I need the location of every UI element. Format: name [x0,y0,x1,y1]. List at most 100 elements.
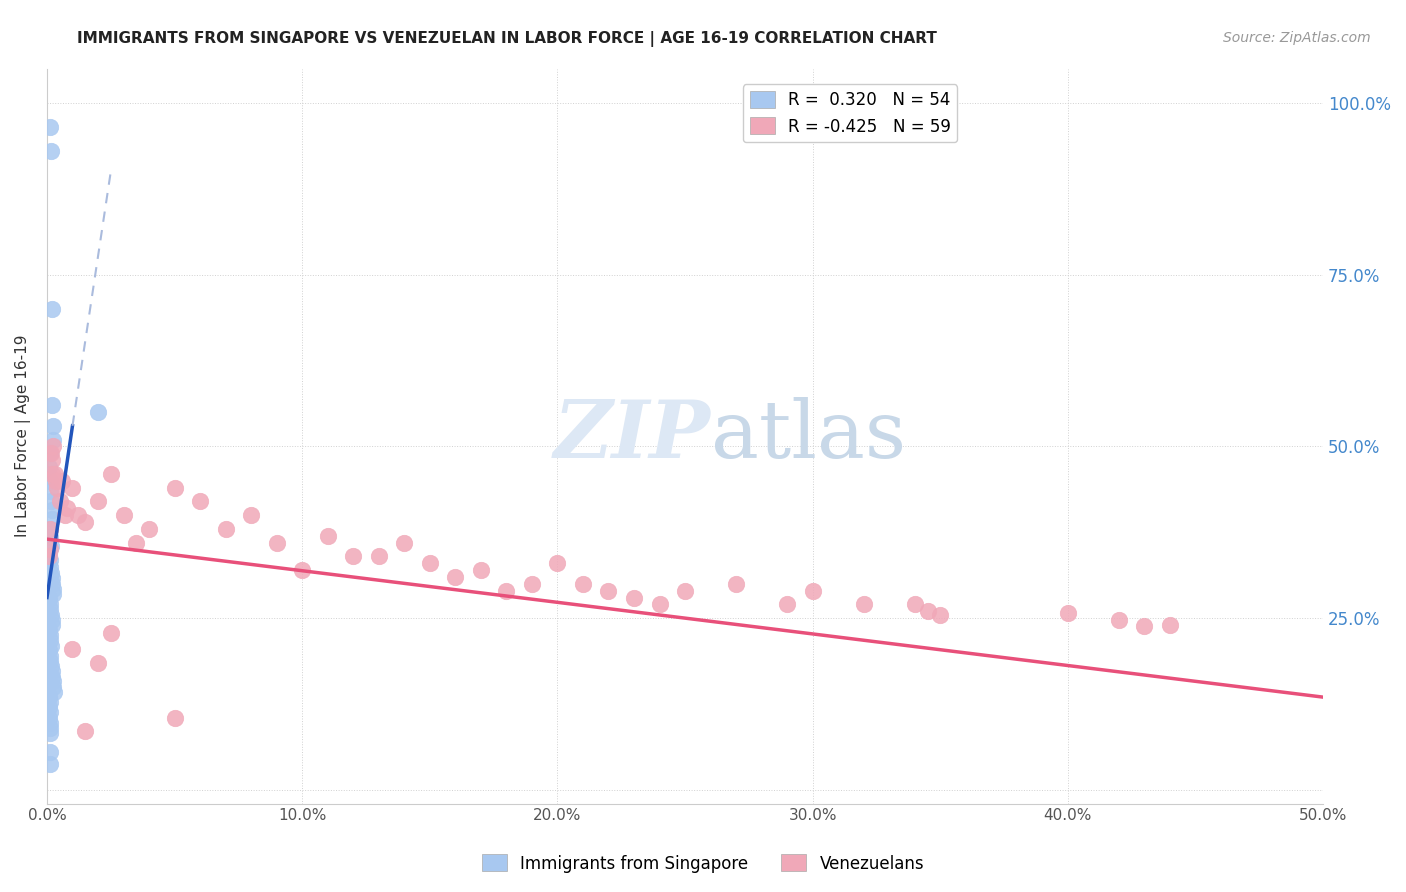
Point [39,659,62,673]
Point [41,613,63,627]
Text: atlas: atlas [710,397,905,475]
Point [39,144,62,158]
Point [240,508,263,522]
Point [38,648,60,663]
Point [41,674,63,689]
Point [42,587,65,601]
Point [495,583,517,598]
Point [46,481,69,495]
Point [520,576,543,591]
Point [42,439,65,453]
Point [62,642,84,657]
Point [470,563,492,577]
Point [51,474,73,488]
Point [598,583,620,598]
Point [42,680,65,694]
Point [38,643,60,657]
Point [1159,618,1181,632]
Point [673,583,696,598]
Point [41,418,63,433]
Point [38,598,60,612]
Point [623,591,645,605]
Point [41,576,63,591]
Point [87,494,110,508]
Point [100,626,122,640]
Point [53,508,76,522]
Point [39,566,62,581]
Point [62,481,84,495]
Point [39,494,62,508]
Point [38,474,60,488]
Point [1108,613,1130,627]
Point [48,494,70,508]
Point [41,467,63,481]
Point [39,446,62,460]
Point [39,607,62,622]
Point [41,669,63,683]
Y-axis label: In Labor Force | Age 16-19: In Labor Force | Age 16-19 [15,334,31,537]
Point [41,618,63,632]
Point [214,522,236,536]
Point [41,453,63,467]
Point [1133,619,1156,633]
Point [188,494,211,508]
Point [39,483,62,498]
Point [38,745,60,759]
Point [38,546,60,560]
Point [112,508,135,522]
Point [39,542,62,557]
Point [39,559,62,574]
Point [41,502,63,516]
Point [367,549,389,564]
Point [41,664,63,678]
Point [41,511,63,525]
Point [266,535,288,549]
Point [38,700,60,714]
Point [38,690,60,705]
Point [725,576,748,591]
Point [929,607,952,622]
Point [39,120,62,134]
Text: ZIP: ZIP [554,397,710,475]
Point [100,467,122,481]
Point [38,721,60,735]
Point [572,576,595,591]
Point [776,598,799,612]
Point [87,656,110,670]
Point [41,301,63,316]
Text: Source: ZipAtlas.com: Source: ZipAtlas.com [1223,31,1371,45]
Point [163,481,186,495]
Point [41,582,63,596]
Point [42,433,65,447]
Point [44,467,66,481]
Point [394,535,416,549]
Point [38,705,60,719]
Point [38,628,60,642]
Point [38,522,60,536]
Point [138,522,160,536]
Point [917,604,939,618]
Point [316,529,339,543]
Point [75,515,97,529]
Point [801,583,824,598]
Point [56,501,79,516]
Point [39,726,62,740]
Point [39,639,62,653]
Point [444,570,467,584]
Point [38,756,60,771]
Point [39,539,62,553]
Point [66,508,89,522]
Point [42,684,65,698]
Point [75,724,97,739]
Point [852,598,875,612]
Point [38,553,60,567]
Point [38,591,60,606]
Point [419,556,441,570]
Point [163,711,186,725]
Point [38,549,60,564]
Point [291,563,314,577]
Point [904,598,927,612]
Point [38,695,60,709]
Text: IMMIGRANTS FROM SINGAPORE VS VENEZUELAN IN LABOR FORCE | AGE 16-19 CORRELATION C: IMMIGRANTS FROM SINGAPORE VS VENEZUELAN … [77,31,938,47]
Point [1057,606,1080,620]
